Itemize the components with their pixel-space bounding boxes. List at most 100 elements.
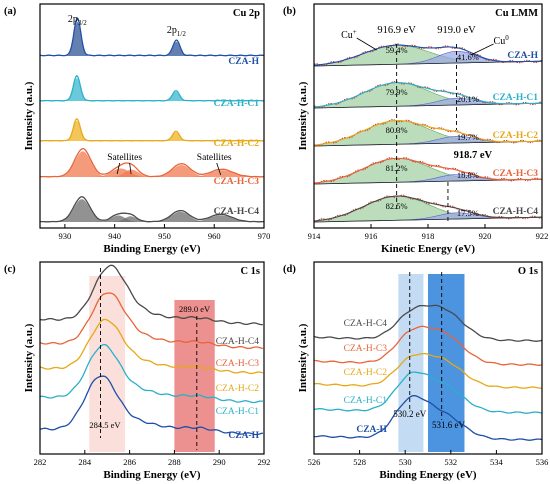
series-label: CZA-H-C4: [216, 337, 260, 347]
x-tick-label: 284: [78, 457, 92, 467]
peak-fill: [162, 91, 190, 101]
y-axis-label: Intensity (a.u.): [297, 81, 309, 150]
cu-plus-percent: 79.9%: [386, 87, 408, 97]
axes-frame: [39, 3, 265, 229]
x-tick-label: 282: [34, 457, 47, 467]
series-line: [314, 394, 542, 441]
peak-fill: [176, 215, 264, 222]
series-label: CZA-H-C4: [214, 207, 260, 217]
annotation-2p12: 2p1/2: [167, 25, 186, 38]
cu0-percent: 18.8%: [457, 170, 479, 180]
series-line: [40, 196, 264, 223]
panel-d: 526 528 530 532 534 536 Binding Energy (eV) Int…: [283, 261, 549, 481]
cu0-percent: 41.6%: [457, 52, 479, 62]
plot-area: [40, 17, 264, 223]
axes-frame: [39, 261, 265, 455]
subscript: 3/2: [78, 19, 87, 27]
series-label: CZA-H-C3: [216, 359, 260, 369]
x-tick-label: 292: [258, 457, 271, 467]
x-tick-label: 290: [213, 457, 226, 467]
y-axis-label: Intensity (a.u.): [23, 323, 35, 392]
peak-label: 284.5 eV: [89, 420, 121, 430]
annotation-satellites: Satellites: [107, 153, 142, 163]
series-line: [40, 375, 264, 436]
panel-letter: (c): [4, 264, 16, 275]
series-line: [40, 17, 264, 57]
x-tick-label: 916: [365, 231, 378, 241]
peak-label: 916.9 eV: [377, 25, 416, 36]
cu0-percent: 19.7%: [457, 132, 479, 142]
panel-title: Cu 2p: [233, 8, 260, 19]
panel-a: 930 940 950 960 970 Binding Energy (eV) Intens…: [4, 3, 271, 255]
fit-envelope: [314, 157, 542, 184]
plot-area: [314, 43, 542, 223]
superscript: +: [353, 28, 357, 36]
series-label: CZA-H: [228, 57, 259, 67]
x-tick-label: 536: [536, 457, 549, 467]
panel-title: Cu LMM: [495, 8, 538, 19]
peak-label: 919.0 eV: [437, 25, 476, 36]
axes-frame: [313, 261, 543, 455]
series-label: CZA-H-C2: [344, 368, 388, 378]
panel-title: O 1s: [518, 266, 538, 277]
cu-plus-label: Cu+: [341, 28, 357, 41]
x-tick-label: 286: [123, 457, 136, 467]
series-line: [314, 325, 542, 366]
series-label: CZA-H: [228, 431, 259, 441]
peak-fill: [84, 168, 157, 177]
raw-data: [314, 119, 542, 147]
annotation-satellites: Satellites: [197, 153, 232, 163]
panel-letter: (d): [283, 264, 296, 275]
fit-envelope: [314, 119, 542, 146]
series-label: CZA-H-C4: [344, 319, 388, 329]
peak-fill: [62, 121, 91, 141]
peak-fill: [62, 78, 91, 101]
series-line: [40, 292, 264, 350]
x-tick-label: 528: [353, 457, 366, 467]
series-line: [314, 304, 542, 342]
peak-fill: [63, 21, 92, 56]
series-label: CZA-H-C1: [344, 396, 388, 406]
cu0-percent: 17.5%: [457, 208, 479, 218]
x-tick-label: 922: [536, 231, 549, 241]
x-axis-label: Binding Energy (eV): [379, 469, 477, 481]
x-tick-label: 950: [158, 231, 171, 241]
series-label: CZA-H-C1: [493, 93, 539, 103]
series-label: CZA-H-C2: [493, 131, 539, 141]
x-tick-label: 920: [479, 231, 492, 241]
series-line: [40, 75, 264, 102]
panel-b: 914 916 918 920 922 Kinetic Energy (eV) Intens…: [283, 3, 549, 255]
arrow: [216, 162, 222, 176]
series-line: [40, 148, 264, 178]
fit-envelope: [314, 82, 542, 108]
panel-c: 282 284 286 288 290 292 Binding Energy (eV) Int…: [4, 261, 271, 481]
cu0-percent: 20.1%: [457, 94, 479, 104]
series-label: CZA-H-C3: [344, 344, 388, 354]
panel-letter: (b): [283, 6, 296, 17]
cu-plus-percent: 81.2%: [386, 163, 408, 173]
highlight-band: [174, 300, 215, 452]
y-axis-label: Intensity (a.u.): [23, 81, 35, 150]
peak-fill: [162, 132, 190, 141]
series-label: CZA-H: [356, 425, 387, 435]
series-label: CZA-H-C4: [493, 207, 539, 217]
x-tick-label: 970: [258, 231, 271, 241]
x-tick-label: 532: [444, 457, 457, 467]
x-tick-label: 918: [422, 231, 435, 241]
series-label: CZA-H-C1: [214, 99, 260, 109]
series-line: [40, 264, 263, 326]
peak-fill: [51, 151, 115, 177]
peak-fill: [162, 41, 191, 56]
x-tick-label: 526: [308, 457, 321, 467]
cu-plus-percent: 59.4%: [386, 45, 408, 55]
highlight-band: [89, 276, 126, 452]
x-axis-label: Binding Energy (eV): [103, 469, 201, 481]
peak-fill: [145, 165, 218, 177]
series-line: [40, 343, 263, 404]
series-line: [314, 352, 542, 389]
peak-fill: [144, 211, 217, 222]
x-tick-label: 960: [208, 231, 221, 241]
x-tick-label: 530: [399, 457, 412, 467]
series-line: [314, 371, 542, 414]
fit-envelope: [314, 44, 542, 66]
